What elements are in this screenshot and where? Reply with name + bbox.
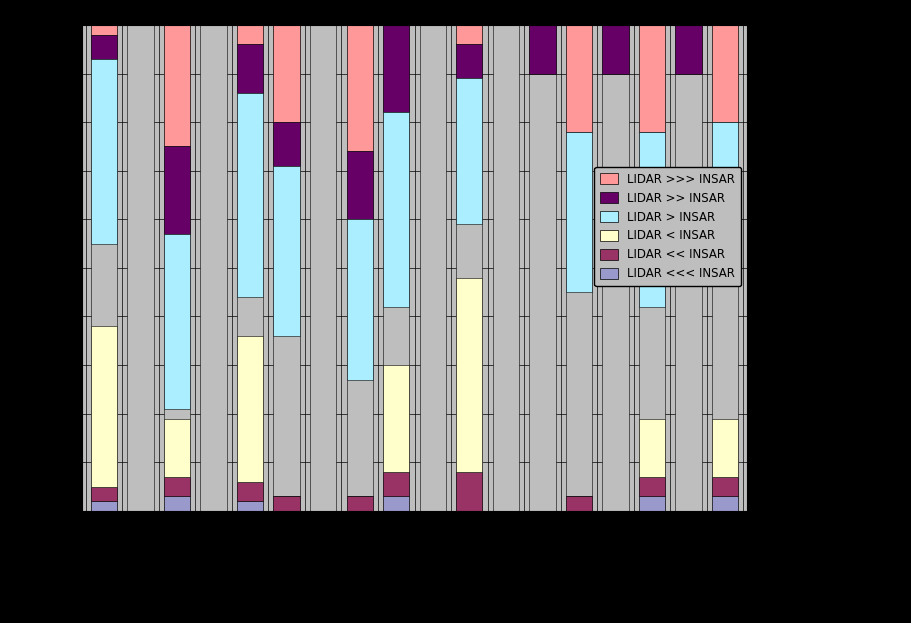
Bar xyxy=(237,336,263,482)
Bar xyxy=(310,25,336,511)
Bar xyxy=(164,146,190,234)
Bar xyxy=(237,482,263,501)
Bar xyxy=(529,25,556,511)
Bar xyxy=(456,78,483,224)
Bar xyxy=(566,25,592,132)
Bar xyxy=(711,419,738,477)
Bar xyxy=(346,151,373,219)
Bar xyxy=(456,25,483,511)
Bar xyxy=(164,25,190,146)
Bar xyxy=(566,497,592,511)
Bar xyxy=(91,25,118,511)
Bar xyxy=(91,487,118,501)
Bar xyxy=(91,25,118,35)
Bar xyxy=(384,112,409,307)
Bar xyxy=(493,25,519,511)
Bar xyxy=(639,25,665,511)
Bar xyxy=(456,472,483,511)
Bar xyxy=(273,166,300,336)
Bar xyxy=(273,25,300,511)
Bar xyxy=(273,122,300,166)
Bar xyxy=(384,497,409,511)
Bar xyxy=(164,419,190,477)
Bar xyxy=(384,25,409,112)
Bar xyxy=(164,497,190,511)
Bar xyxy=(91,59,118,244)
Bar xyxy=(456,44,483,78)
Bar xyxy=(711,477,738,497)
Bar xyxy=(91,326,118,487)
Bar xyxy=(237,44,263,93)
Bar xyxy=(529,25,556,74)
Bar xyxy=(237,25,263,511)
Bar xyxy=(639,132,665,307)
Bar xyxy=(639,497,665,511)
Bar xyxy=(602,25,629,511)
Bar xyxy=(602,25,629,74)
Bar xyxy=(384,365,409,472)
Bar xyxy=(346,497,373,511)
Bar xyxy=(128,25,154,511)
Bar xyxy=(675,25,701,74)
Bar xyxy=(456,278,483,472)
Bar xyxy=(384,25,409,511)
Bar xyxy=(639,25,665,132)
Bar xyxy=(639,419,665,477)
Bar xyxy=(273,497,300,511)
Bar xyxy=(91,501,118,511)
Bar xyxy=(420,25,445,511)
Bar xyxy=(711,25,738,511)
Bar xyxy=(200,25,227,511)
Bar xyxy=(237,25,263,44)
Bar xyxy=(566,25,592,511)
Bar xyxy=(346,25,373,151)
Bar xyxy=(711,25,738,122)
Bar xyxy=(639,477,665,497)
Bar xyxy=(91,35,118,59)
Bar xyxy=(566,132,592,292)
Bar xyxy=(164,25,190,511)
Bar xyxy=(273,25,300,122)
Bar xyxy=(711,122,738,282)
Bar xyxy=(456,25,483,44)
Bar xyxy=(384,472,409,497)
Bar xyxy=(346,25,373,511)
Legend: LIDAR >>> INSAR, LIDAR >> INSAR, LIDAR > INSAR, LIDAR < INSAR, LIDAR << INSAR, L: LIDAR >>> INSAR, LIDAR >> INSAR, LIDAR >… xyxy=(594,167,742,286)
Bar xyxy=(237,501,263,511)
Bar xyxy=(237,93,263,297)
Bar xyxy=(711,497,738,511)
Bar xyxy=(164,477,190,497)
Bar xyxy=(675,25,701,511)
Bar xyxy=(346,219,373,379)
Bar xyxy=(164,234,190,409)
